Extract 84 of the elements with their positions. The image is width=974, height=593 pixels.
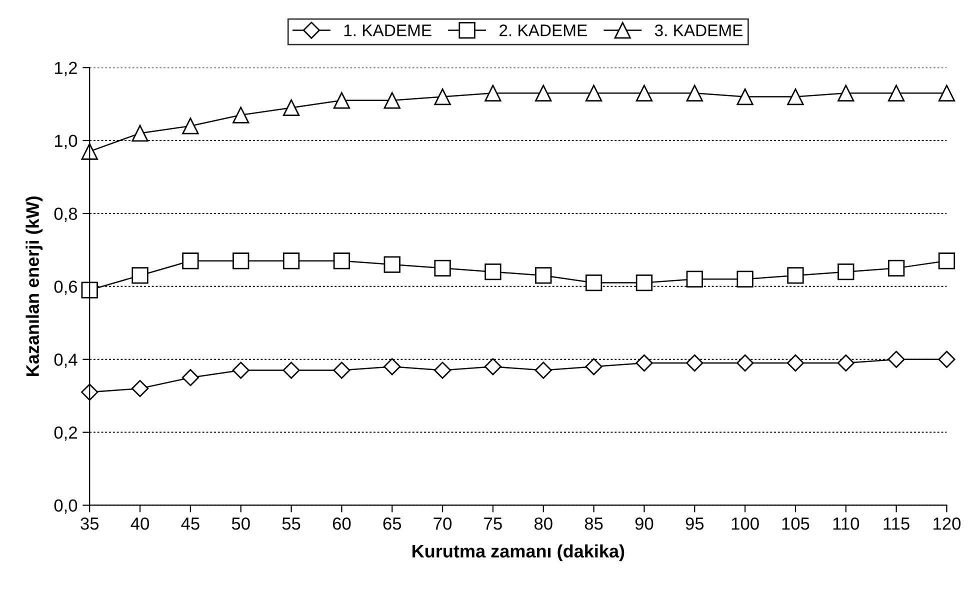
- x-tick-label: 90: [635, 518, 654, 530]
- point: [787, 267, 804, 284]
- y-tick-label: 0,0: [54, 499, 78, 514]
- point: [282, 362, 300, 379]
- point: [686, 354, 704, 372]
- x-tick-label: 60: [332, 518, 351, 530]
- x-tick-label: 45: [181, 518, 200, 530]
- x-tick-label: 55: [282, 518, 300, 530]
- point: [838, 263, 854, 280]
- point: [232, 106, 250, 124]
- x-tick-label: 40: [130, 518, 150, 530]
- point: [434, 88, 451, 106]
- x-tick-label: 85: [584, 518, 603, 530]
- x-tick-label: 50: [232, 518, 250, 530]
- point: [182, 369, 199, 386]
- point: [888, 350, 905, 368]
- point: [686, 270, 703, 288]
- point: [888, 260, 905, 277]
- point: [838, 84, 854, 102]
- y-tick-label: 0,6: [54, 280, 78, 295]
- point: [132, 267, 148, 284]
- x-tick-label: 80: [534, 518, 552, 530]
- point: [938, 350, 956, 368]
- point: [81, 143, 98, 160]
- x-tick-label: 75: [484, 518, 502, 530]
- x-tick-label: 105: [782, 518, 810, 530]
- point: [434, 362, 452, 379]
- legend-label: 2. KADEME: [500, 24, 587, 36]
- y-tick-label: 0,4: [54, 354, 78, 368]
- point: [484, 84, 502, 102]
- point: [333, 92, 350, 109]
- x-tick-label: 115: [884, 518, 910, 530]
- point: [282, 252, 300, 270]
- x-tick-label: 100: [732, 518, 759, 530]
- y-tick-label: 1,0: [54, 134, 78, 150]
- point: [938, 84, 956, 102]
- point: [434, 260, 451, 277]
- point: [837, 354, 854, 372]
- point: [888, 84, 905, 102]
- point: [585, 84, 602, 102]
- x-tick-label: 35: [80, 518, 99, 530]
- y-tick-label: 0,2: [54, 426, 77, 441]
- point: [333, 252, 350, 270]
- y-axis-title: Kazanılan enerji (kW): [26, 196, 43, 376]
- x-tick-label: 110: [833, 518, 860, 530]
- point: [484, 358, 502, 376]
- point: [786, 354, 804, 372]
- x-axis-title: Kurutma zamanı (dakika): [412, 544, 624, 562]
- point: [686, 84, 703, 102]
- point: [333, 362, 350, 379]
- point: [585, 358, 602, 376]
- point: [585, 274, 602, 292]
- point: [132, 124, 148, 142]
- point: [736, 354, 754, 372]
- point: [384, 92, 400, 109]
- point: [736, 88, 754, 106]
- point: [384, 256, 400, 273]
- legend-label: 1. KADEME: [344, 24, 432, 36]
- point: [535, 267, 552, 284]
- x-tick-label: 70: [434, 518, 452, 530]
- y-tick-label: 1,2: [54, 62, 77, 76]
- point: [131, 380, 149, 398]
- x-tick-label: 95: [686, 518, 704, 530]
- point: [787, 88, 804, 106]
- point: [535, 84, 552, 102]
- point: [182, 252, 199, 270]
- point: [484, 263, 502, 280]
- point: [182, 118, 199, 134]
- point: [81, 282, 98, 298]
- point: [232, 252, 250, 270]
- point: [736, 270, 754, 288]
- point: [636, 354, 653, 372]
- y-tick-label: 0,8: [54, 208, 78, 222]
- point: [938, 252, 956, 270]
- point: [534, 362, 552, 379]
- point: [636, 84, 653, 102]
- point: [81, 384, 98, 401]
- point: [282, 99, 300, 116]
- point: [384, 358, 401, 376]
- point: [636, 274, 653, 292]
- legend-label: 3. KADEME: [654, 24, 742, 36]
- point: [232, 362, 250, 379]
- x-tick-label: 120: [934, 518, 961, 530]
- x-tick-label: 65: [383, 518, 402, 530]
